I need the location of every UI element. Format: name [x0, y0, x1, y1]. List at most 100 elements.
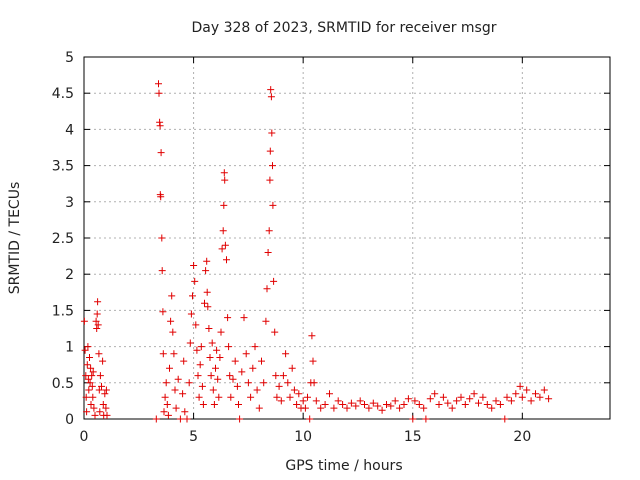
data-point: [161, 393, 169, 401]
data-point: [516, 382, 524, 390]
data-point: [231, 357, 239, 365]
data-point: [501, 415, 509, 423]
data-point: [205, 325, 213, 332]
data-point: [199, 401, 207, 408]
data-point: [87, 401, 95, 408]
data-point: [262, 317, 270, 325]
data-point: [264, 249, 272, 256]
data-point: [369, 399, 377, 407]
data-point: [258, 357, 265, 365]
y-tick-label: 2: [65, 267, 74, 283]
data-point: [439, 393, 447, 401]
data-point: [411, 397, 419, 405]
data-point: [167, 317, 175, 325]
data-point: [226, 372, 234, 380]
data-point: [102, 404, 110, 412]
data-point: [160, 408, 168, 416]
data-point: [90, 404, 98, 412]
data-point: [94, 298, 102, 306]
data-point: [286, 393, 294, 401]
data-point: [213, 346, 221, 354]
data-point: [266, 176, 274, 184]
data-point: [179, 390, 187, 398]
data-point: [170, 350, 178, 358]
data-point: [225, 343, 233, 351]
data-point: [326, 390, 333, 398]
data-point: [236, 415, 244, 423]
data-point: [99, 401, 107, 408]
data-point: [391, 397, 399, 405]
chart-title: Day 328 of 2023, SRMTID for receiver msg…: [192, 20, 497, 36]
data-point: [81, 346, 89, 354]
data-point: [217, 328, 225, 336]
data-point: [158, 234, 166, 242]
data-point: [415, 401, 423, 408]
data-point: [95, 386, 103, 394]
data-point: [186, 339, 194, 347]
data-point: [404, 395, 412, 403]
data-point: [220, 201, 228, 209]
data-point: [448, 404, 456, 412]
data-point: [223, 256, 230, 264]
data-point: [196, 361, 204, 369]
data-point: [383, 401, 390, 408]
data-point: [102, 386, 110, 394]
data-point: [272, 372, 280, 380]
data-point: [518, 393, 526, 401]
data-point: [265, 227, 273, 235]
data-point: [193, 346, 201, 354]
data-point: [545, 395, 553, 403]
data-point: [275, 382, 283, 390]
data-point: [171, 386, 179, 394]
data-point: [174, 375, 182, 383]
data-point: [207, 372, 215, 380]
x-tick-label: 5: [189, 429, 198, 445]
data-point: [420, 404, 428, 412]
data-point: [195, 393, 203, 401]
y-tick-label: 3.5: [52, 159, 74, 175]
data-point: [492, 397, 500, 405]
data-point: [365, 404, 373, 412]
data-point: [89, 368, 97, 376]
data-point: [202, 267, 210, 275]
data-point: [214, 375, 222, 383]
data-point: [82, 372, 90, 380]
data-point: [266, 147, 274, 155]
data-point: [159, 350, 167, 358]
data-point: [169, 328, 177, 336]
data-point: [290, 386, 298, 394]
y-tick-label: 0: [65, 412, 74, 428]
data-point: [93, 325, 101, 332]
data-point: [409, 415, 417, 423]
data-point: [210, 401, 218, 408]
data-point: [247, 393, 255, 401]
data-point: [194, 372, 202, 380]
data-point: [339, 401, 347, 408]
data-point: [426, 395, 434, 403]
data-point: [238, 368, 246, 376]
data-point: [317, 404, 325, 412]
data-point: [159, 308, 167, 316]
data-point: [94, 321, 102, 329]
axis-ticks: 0 0.5 1 1.5 2 2.5 3 3.5 4 4.5 5 0 5 10 15 20: [52, 50, 610, 445]
data-point: [277, 397, 285, 405]
data-point: [299, 397, 307, 405]
data-point: [279, 372, 287, 380]
data-point: [330, 404, 338, 412]
data-point: [86, 354, 93, 361]
data-points: [80, 80, 553, 423]
data-point: [162, 379, 170, 387]
y-tick-label: 1.5: [52, 303, 74, 319]
data-point: [233, 382, 241, 390]
data-point: [527, 397, 535, 405]
data-point: [435, 401, 443, 408]
data-point: [201, 299, 208, 307]
data-point: [532, 390, 539, 398]
data-point: [157, 149, 165, 157]
data-point: [304, 393, 311, 401]
data-point: [187, 310, 195, 318]
data-point: [293, 401, 301, 408]
y-tick-label: 2.5: [52, 231, 74, 247]
data-point: [229, 375, 237, 383]
data-point: [271, 328, 279, 336]
